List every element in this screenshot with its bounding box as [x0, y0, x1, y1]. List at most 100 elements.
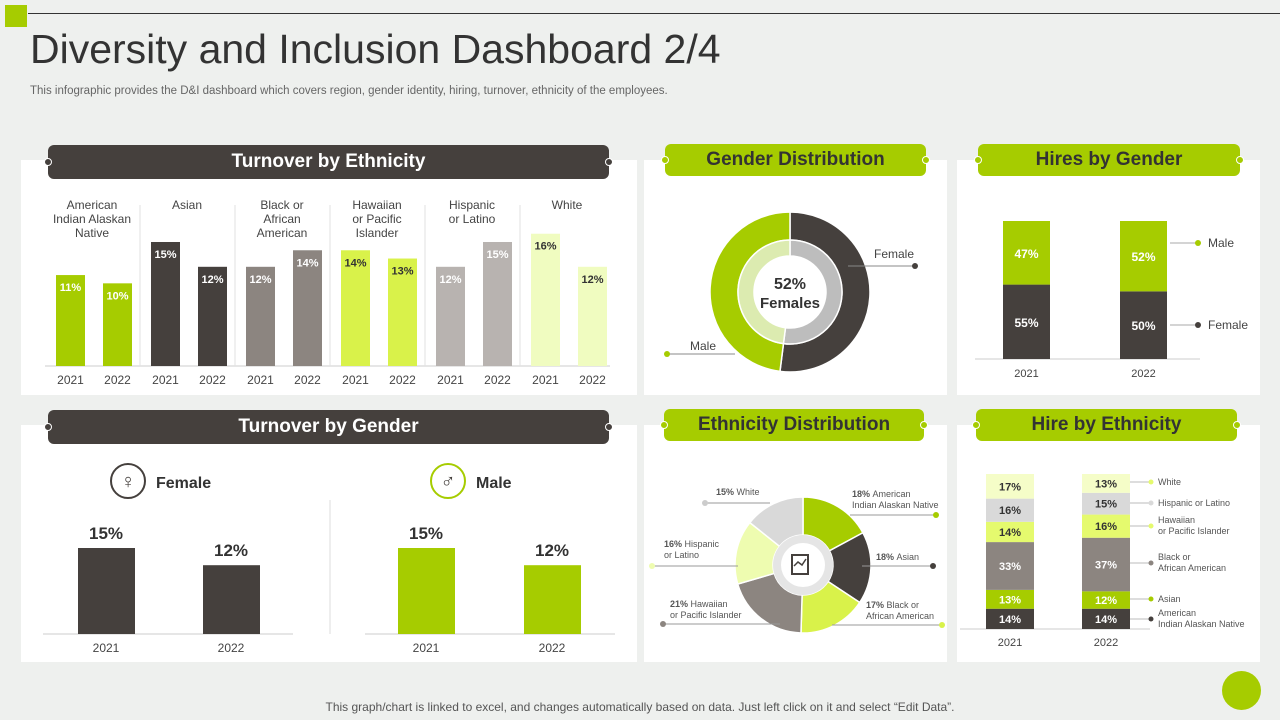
- legend-dot: [930, 563, 936, 569]
- group-label: White: [552, 198, 583, 212]
- x-tick-label: 2022: [579, 373, 606, 387]
- legend-dot: [649, 563, 655, 569]
- legend-dot: [912, 263, 918, 269]
- data-label: 16%: [999, 505, 1021, 517]
- legend-dot: [664, 351, 670, 357]
- x-tick-label: 2021: [532, 373, 559, 387]
- group-label: Asian: [172, 198, 202, 212]
- connector-dot: [605, 158, 613, 166]
- connector-dot: [660, 421, 668, 429]
- title-text: Ethnicity Distribution: [697, 414, 891, 435]
- group-label: Indian Alaskan: [53, 212, 131, 226]
- data-label: 14%: [344, 257, 366, 269]
- legend-dot: [702, 500, 708, 506]
- title-text: Gender Distribution: [706, 149, 885, 170]
- data-label: 12%: [214, 541, 248, 560]
- data-label: 17%: [999, 481, 1021, 493]
- male-icon-glyph: ♂: [441, 471, 456, 493]
- group-label: African: [263, 212, 300, 226]
- hires-gender-title: Hires by Gender: [974, 144, 1244, 176]
- x-tick-label: 2021: [998, 637, 1022, 649]
- group-label: Black or: [260, 198, 303, 212]
- data-label: 12%: [249, 274, 271, 286]
- legend-label: American: [1158, 608, 1196, 618]
- connector-dot: [974, 156, 982, 164]
- slice-label: or Pacific Islander: [670, 610, 742, 620]
- data-label: 47%: [1014, 247, 1038, 261]
- group-label: Native: [75, 226, 109, 240]
- ethnicity-distribution-title: Ethnicity Distribution: [660, 409, 928, 441]
- stacked-bar-segment: [986, 542, 1034, 590]
- legend-label: Hispanic or Latino: [1158, 498, 1230, 508]
- bar: [103, 283, 132, 366]
- data-label: 15%: [89, 524, 123, 543]
- connector-dot: [922, 156, 930, 164]
- stacked-bar-segment: [986, 608, 1034, 629]
- slice-label: 15% White: [716, 487, 760, 497]
- slice-label-male: Male: [690, 339, 716, 353]
- data-label: 15%: [409, 524, 443, 543]
- connector-dot: [920, 421, 928, 429]
- connector-dot: [1233, 421, 1241, 429]
- data-label: 50%: [1131, 319, 1155, 333]
- legend-dot: [1148, 479, 1154, 485]
- group-label: Hispanic: [449, 198, 495, 212]
- bar: [246, 266, 275, 366]
- gender-label: Male: [476, 475, 512, 492]
- legend-dot: [939, 622, 945, 628]
- group-label: American: [257, 226, 308, 240]
- x-tick-label: 2022: [199, 373, 226, 387]
- data-label: 12%: [201, 274, 223, 286]
- corner-accent: [5, 5, 27, 27]
- data-label: 14%: [296, 257, 318, 269]
- data-label: 10%: [106, 290, 128, 302]
- legend-label: or Pacific Islander: [1158, 526, 1230, 536]
- legend-label: Hawaiian: [1158, 515, 1195, 525]
- data-label: 12%: [1095, 595, 1117, 607]
- turnover-gender-title: Turnover by Gender: [44, 410, 613, 444]
- bar: [388, 258, 417, 366]
- hire-ethnicity-title: Hire by Ethnicity: [972, 409, 1241, 441]
- data-label: 16%: [534, 241, 556, 253]
- stacked-bar-segment: [1082, 591, 1130, 609]
- group-label: American: [67, 198, 118, 212]
- data-label: 33%: [999, 561, 1021, 573]
- stacked-bar-segment: [986, 589, 1034, 609]
- data-label: 14%: [1095, 614, 1117, 626]
- page-subtitle: This infographic provides the D&I dashbo…: [30, 85, 668, 97]
- data-label: 16%: [1095, 521, 1117, 533]
- bar: [56, 275, 85, 366]
- bar: [203, 565, 260, 634]
- stacked-bar-segment: [1120, 221, 1167, 292]
- data-label: 13%: [391, 266, 413, 278]
- legend-dot: [660, 621, 666, 627]
- report-icon: [791, 554, 809, 575]
- title-text: Hires by Gender: [1035, 149, 1183, 170]
- turnover-ethnicity-title: Turnover by Ethnicity: [44, 145, 613, 179]
- legend-dot: [1148, 616, 1154, 622]
- group-label: or Latino: [449, 212, 496, 226]
- slice-label: 16% Hispanic: [664, 539, 720, 549]
- bar: [524, 565, 581, 634]
- legend-label: Male: [1208, 236, 1234, 250]
- footer-note: This graph/chart is linked to excel, and…: [325, 700, 955, 714]
- male-icon: [430, 463, 466, 499]
- title-text: Turnover by Ethnicity: [231, 151, 426, 172]
- center-value: 52%: [774, 276, 806, 293]
- x-tick-label: 2022: [1094, 637, 1118, 649]
- legend-dot: [1148, 560, 1154, 566]
- title-text: Turnover by Gender: [238, 416, 419, 437]
- connector-dot: [972, 421, 980, 429]
- data-label: 12%: [581, 274, 603, 286]
- stacked-bar-segment: [1082, 492, 1130, 515]
- legend-label: Asian: [1158, 594, 1181, 604]
- legend-dot: [1195, 240, 1201, 246]
- data-label: 15%: [154, 249, 176, 261]
- x-tick-label: 2021: [1014, 368, 1038, 380]
- x-tick-label: 2021: [93, 641, 120, 655]
- legend-label: African American: [1158, 563, 1226, 573]
- bar: [341, 250, 370, 366]
- corner-circle: [1222, 671, 1261, 710]
- stacked-bar-segment: [1082, 514, 1130, 538]
- legend-dot: [1148, 523, 1154, 529]
